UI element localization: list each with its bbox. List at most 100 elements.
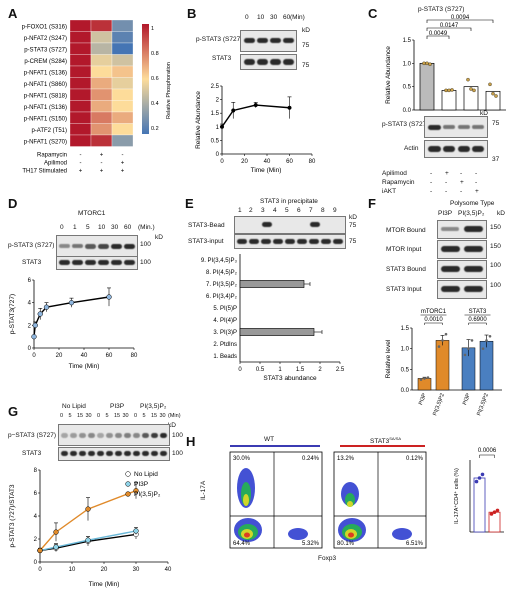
heatmap-row-label: p-NFAT1 (S136) bbox=[24, 70, 67, 76]
blot-band bbox=[151, 451, 158, 456]
condition-label: Apilimod bbox=[382, 170, 407, 177]
significance-bracket bbox=[468, 322, 487, 325]
heatmap-cell bbox=[90, 123, 113, 136]
blot-band bbox=[133, 433, 140, 438]
quadrant-value: 6.51% bbox=[406, 541, 424, 547]
condition-mark: - bbox=[430, 170, 433, 177]
heatmap-cell bbox=[111, 88, 134, 101]
time-label: 0 bbox=[60, 413, 64, 419]
data-point bbox=[485, 339, 488, 342]
quadrant-value: 30.0% bbox=[233, 456, 251, 462]
data-point bbox=[444, 332, 448, 336]
time-label: 5 bbox=[105, 413, 109, 419]
heatmap-row-label: p-FOXO1 (S316) bbox=[22, 24, 67, 30]
panel-d-blot2-label: STAT3 bbox=[22, 259, 42, 266]
panel-b-mw2: 75 bbox=[302, 62, 310, 69]
y-tick-label: 1.5 bbox=[403, 38, 412, 44]
time-label: 60 bbox=[124, 224, 132, 231]
x-tick-label: 80 bbox=[309, 159, 316, 165]
condition-mark: - bbox=[445, 188, 448, 195]
panel-d-mw1: 100 bbox=[140, 241, 151, 248]
bar bbox=[239, 328, 315, 336]
x-tick-label: 0 bbox=[32, 353, 36, 359]
data-point bbox=[106, 294, 112, 300]
data-point bbox=[477, 476, 482, 480]
data-point bbox=[428, 62, 432, 67]
blot-band bbox=[61, 451, 68, 456]
x-tick-label: 10 bbox=[69, 567, 76, 573]
blot-mw: 100 bbox=[490, 262, 501, 269]
y-tick-label: 4 bbox=[28, 301, 32, 307]
panel-g-blot2-label: STAT3 bbox=[22, 450, 42, 457]
panel-b-time-unit: (Min) bbox=[290, 14, 305, 21]
y-tick-label: 0.5 bbox=[403, 85, 412, 91]
x-tick-label: 2 bbox=[318, 367, 322, 373]
y-tick-label: 4 bbox=[34, 514, 38, 520]
bar bbox=[419, 62, 435, 111]
x-axis-label: Time (Min) bbox=[69, 363, 100, 370]
panel-h-flow-plots: 30.0% 0.24% 64.4% 5.32% 13.2% 0.12% 80.1% 6.51% bbox=[229, 451, 427, 549]
panel-a-letter: A bbox=[8, 6, 18, 21]
blot-band bbox=[97, 451, 104, 456]
x-tick-label: 0 bbox=[38, 567, 42, 573]
y-tick-label: 1.5 bbox=[211, 111, 220, 117]
heatmap-row-label: p-NFAT1 (S136) bbox=[24, 105, 67, 111]
blot-band bbox=[133, 451, 140, 456]
x-tick-label: 0 bbox=[238, 367, 242, 373]
condition-label: iAKT bbox=[382, 188, 397, 195]
data-point bbox=[466, 77, 470, 82]
x-tick-label: 20 bbox=[101, 567, 108, 573]
panel-h-wt-bar bbox=[230, 445, 320, 447]
x-tick-label: 30 bbox=[133, 567, 140, 573]
y-tick-label: 1.0 bbox=[401, 347, 410, 353]
blot-band bbox=[142, 451, 149, 456]
density-region bbox=[243, 494, 249, 506]
y-tick-label: 0.0 bbox=[401, 388, 410, 394]
time-label: 15 bbox=[77, 413, 84, 419]
blot-mw: 150 bbox=[490, 243, 501, 250]
data-point bbox=[472, 88, 476, 93]
condition-label: Rapamycin bbox=[37, 153, 67, 159]
data-point bbox=[53, 529, 59, 535]
significance-bracket bbox=[479, 454, 495, 458]
y-axis-label: Relative Abundance bbox=[385, 46, 392, 104]
panel-c-conditions: Apilimod Rapamycin iAKT - + - - - - + - … bbox=[382, 170, 512, 200]
colorbar-tick: 0.6 bbox=[151, 76, 159, 82]
panel-b-blot1-label: p-STAT3 (S727) bbox=[196, 36, 243, 43]
panel-g-blot2 bbox=[58, 447, 170, 461]
legend-label: PI(3,5)P₂ bbox=[134, 491, 161, 498]
heatmap-cell bbox=[69, 42, 92, 55]
data-point bbox=[32, 322, 38, 328]
time-label: 1 bbox=[73, 224, 77, 231]
y-tick-label: 0 bbox=[34, 560, 38, 566]
y-tick-label: 2.5 bbox=[211, 84, 220, 90]
category-label: 1. Beads bbox=[213, 354, 237, 360]
heatmap-cell bbox=[111, 111, 134, 124]
panel-f-blot-mtor-bound bbox=[437, 220, 487, 239]
blot-band bbox=[70, 433, 77, 438]
category-label: 5. PI(5)P bbox=[213, 306, 237, 312]
heatmap-row-label: p-ATF2 (T51) bbox=[31, 128, 67, 134]
time-label: 10 bbox=[257, 14, 265, 21]
panel-f-letter: F bbox=[368, 196, 376, 211]
panel-d-letter: D bbox=[8, 196, 18, 211]
data-point bbox=[469, 87, 473, 91]
condition-mark: + bbox=[100, 169, 104, 175]
panel-b-kd: kD bbox=[302, 27, 310, 34]
heatmap-cell bbox=[111, 77, 134, 90]
lane-label: 5 bbox=[285, 207, 289, 214]
quadrant-value: 64.4% bbox=[233, 541, 251, 547]
blot-band bbox=[115, 433, 122, 438]
heatmap-cell bbox=[69, 54, 92, 67]
blot-band bbox=[97, 433, 104, 438]
y-tick-label: 1.5 bbox=[401, 326, 410, 332]
panel-b-chart: 0 0.5 1 1.5 2 2.5 0 20 40 60 80 Time (Min) Relative … bbox=[195, 84, 316, 174]
heatmap-cell bbox=[90, 31, 113, 44]
data-point bbox=[447, 88, 451, 93]
heatmap-cell bbox=[69, 31, 92, 44]
blot-label: MTOR Input bbox=[386, 246, 422, 253]
time-label: 0 bbox=[134, 413, 138, 419]
panel-c-blot1-label: p-STAT3 (S727) bbox=[382, 121, 429, 128]
x-tick-label: PI(3,5)P2 bbox=[476, 393, 490, 417]
heatmap-row-label: p-NFAT2 (S247) bbox=[24, 36, 67, 42]
